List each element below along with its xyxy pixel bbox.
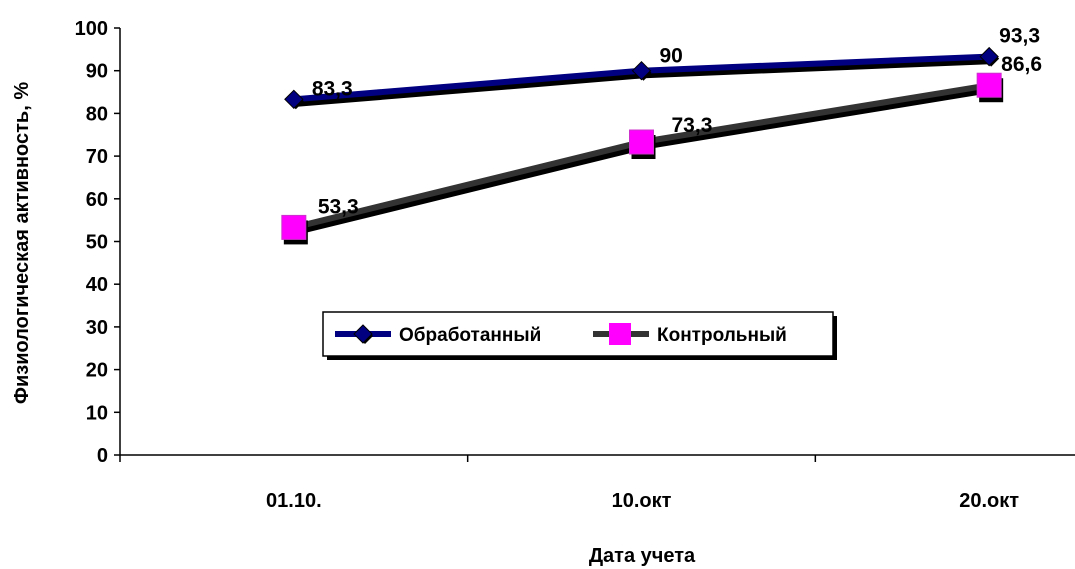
series-line-shadow bbox=[295, 85, 993, 235]
legend-box bbox=[322, 311, 834, 357]
data-labels: 53,3 73,3 86,6 83,3 90 93,3 bbox=[312, 25, 1042, 219]
x-tick-label: 20.окт bbox=[959, 490, 1019, 512]
series-layer bbox=[281, 46, 1004, 245]
data-label: 53,3 bbox=[318, 195, 359, 218]
y-tick-label: 80 bbox=[86, 103, 108, 125]
y-tick-label: 90 bbox=[86, 61, 108, 83]
data-point bbox=[284, 89, 304, 110]
data-label: 83,3 bbox=[312, 77, 353, 100]
y-tick-label: 30 bbox=[86, 317, 108, 339]
y-tick-label: 20 bbox=[86, 360, 108, 382]
x-axis-title: Дата учета bbox=[589, 545, 696, 567]
series-2 bbox=[281, 72, 1004, 245]
x-tick-label: 01.10. bbox=[266, 490, 322, 512]
y-tick-label: 0 bbox=[97, 445, 108, 467]
legend-label: Контрольный bbox=[657, 325, 787, 346]
data-point bbox=[979, 46, 999, 67]
legend-marker bbox=[609, 323, 631, 345]
data-point bbox=[631, 60, 652, 81]
y-tick-label: 50 bbox=[86, 232, 108, 254]
data-point bbox=[281, 214, 307, 240]
y-tick-label: 70 bbox=[86, 146, 108, 168]
data-label: 86,6 bbox=[1001, 53, 1042, 76]
y-axis-title: Физиологическая активность, % bbox=[11, 82, 33, 404]
legend: Обработанный Контрольный bbox=[322, 311, 837, 360]
series-1 bbox=[284, 46, 1000, 110]
y-tick-label: 60 bbox=[86, 189, 108, 211]
data-point bbox=[976, 72, 1002, 98]
data-label: 73,3 bbox=[672, 114, 713, 137]
axes: 0 10 20 30 40 50 60 70 80 90 100 01.10. 10.окт 20.окт bbox=[75, 18, 1075, 512]
y-tick-label: 10 bbox=[86, 402, 108, 424]
x-tick-label: 10.окт bbox=[612, 490, 672, 512]
legend-marker bbox=[353, 324, 373, 344]
data-label: 90 bbox=[660, 45, 683, 68]
legend-label: Обработанный bbox=[399, 325, 541, 346]
data-label: 93,3 bbox=[999, 25, 1040, 48]
y-tick-label: 40 bbox=[86, 274, 108, 296]
data-point bbox=[629, 129, 654, 155]
y-tick-label: 100 bbox=[75, 18, 108, 40]
